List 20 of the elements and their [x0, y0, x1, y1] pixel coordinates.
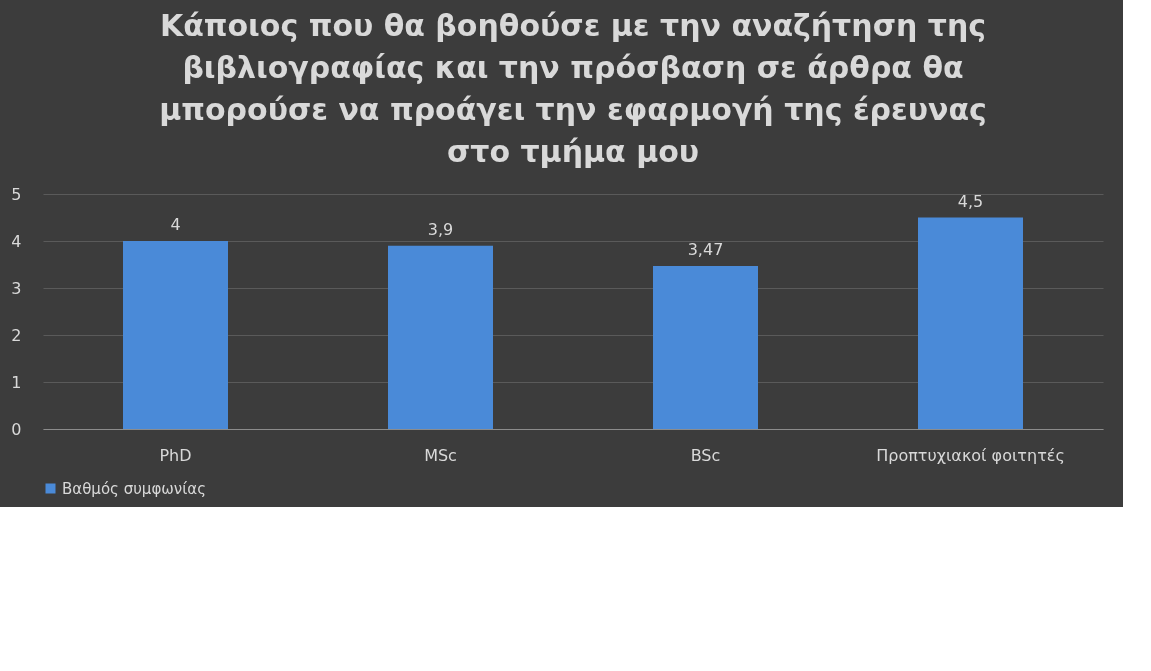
data-label: 4,5 [957, 191, 984, 211]
y-tick-label: 2 [11, 325, 22, 345]
x-tick-label: MSc [424, 445, 457, 465]
x-tick-label: BSc [690, 445, 721, 465]
y-tick-label: 0 [11, 419, 22, 439]
data-label: 4 [170, 215, 181, 234]
bar [388, 245, 493, 429]
y-tick-label: 5 [11, 184, 22, 204]
chart-title: Κάποιος που θα βοηθούσε με την αναζήτηση της βιβλιογραφίας και την πρόσβαση σε άρθρα θα μπορούσε να προάγει την εφαρμογή της έρευνας στο τμήμα μου [159, 8, 987, 169]
y-tick-label: 3 [11, 278, 22, 298]
y-tick-label: 1 [11, 372, 22, 392]
legend-label: Βαθμός συμφωνίας [62, 479, 206, 498]
x-tick-label: Προπτυχιακοί φοιτητές [876, 445, 1065, 465]
y-tick-label: 4 [11, 231, 22, 251]
data-label: 3,9 [427, 219, 454, 239]
data-label: 3,47 [687, 239, 724, 259]
bar [123, 241, 228, 429]
bar [918, 217, 1023, 429]
x-tick-label: PhD [159, 445, 192, 465]
bar [653, 265, 758, 429]
